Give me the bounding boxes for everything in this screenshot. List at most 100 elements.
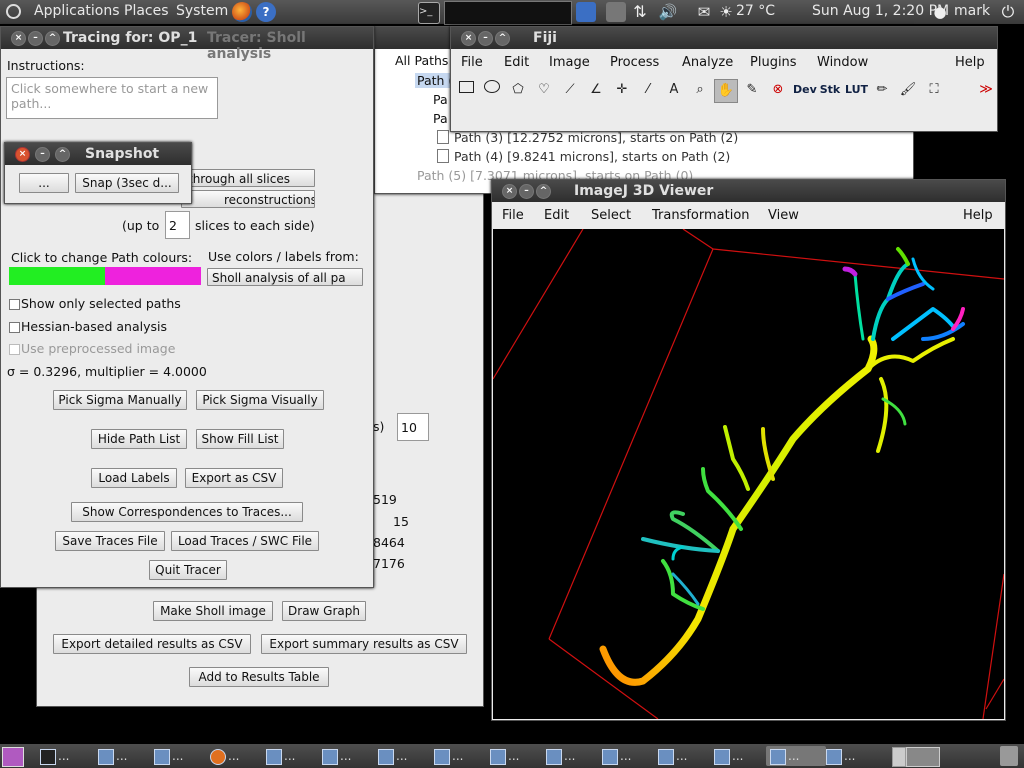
export-summary-button[interactable]: Export summary results as CSV [261,634,467,654]
flood-fill-icon[interactable]: ⛶ [929,82,939,97]
taskbar-item-fiji[interactable]: ... [654,746,714,766]
network-icon[interactable]: ⇅ [633,2,647,21]
path-colour-2-swatch[interactable] [105,267,201,285]
maximize-icon[interactable]: ^ [495,31,510,46]
snap-button[interactable]: Snap (3sec d... [75,173,179,193]
menu-image[interactable]: Image [549,55,590,70]
path-colour-1-swatch[interactable] [9,267,105,285]
path-tree-item[interactable]: Path (3) [12.2752 microns], starts on Pa… [437,130,738,145]
terminal-icon[interactable]: >_ [418,2,440,24]
menu-file[interactable]: File [502,208,524,223]
taskbar-item-fiji[interactable]: ... [94,746,154,766]
taskbar-item-fiji[interactable]: ... [598,746,658,766]
draw-graph-button[interactable]: Draw Graph [282,601,366,621]
system-menu[interactable]: System [176,3,229,19]
sholl-value-field[interactable]: 10 [397,413,429,441]
freehand-tool-icon[interactable]: ♡ [538,82,550,97]
mail-icon[interactable]: ✉ [697,3,711,21]
show-correspondences-button[interactable]: Show Correspondences to Traces... [71,502,303,522]
hand-tool-icon[interactable]: ✋ [714,79,738,103]
brush-tool-icon[interactable]: 🖌 [899,82,917,97]
snapshot-options-button[interactable]: ... [19,173,69,193]
places-menu[interactable]: Places [124,3,169,19]
dev-menu-icon[interactable]: Dev [793,83,817,96]
oval-tool-icon[interactable] [481,79,503,101]
menu-transformation[interactable]: Transformation [652,208,750,223]
clock[interactable]: Sun Aug 1, 2:20 PM [812,3,950,19]
menu-edit[interactable]: Edit [544,208,570,223]
menu-select[interactable]: Select [591,208,632,223]
point-tool-icon[interactable]: ✛ [616,82,628,97]
magnifier-icon[interactable]: ⌕ [696,82,704,97]
path-tree-item[interactable]: Path (4) [9.8241 microns], starts on Pat… [437,149,730,164]
fiji-panel-icon[interactable] [576,2,596,22]
user-name[interactable]: mark [954,3,991,19]
hide-path-list-button[interactable]: Hide Path List [91,429,187,449]
maximize-icon[interactable]: ^ [45,31,60,46]
path-tree-item[interactable]: Pa [433,111,448,126]
stk-menu-icon[interactable]: Stk [819,83,841,96]
taskbar-item-fiji[interactable]: ... [542,746,602,766]
menu-plugins[interactable]: Plugins [750,55,797,70]
taskbar-item-fiji[interactable]: ... [150,746,210,766]
reconstructions-option-button[interactable]: reconstructions [181,190,315,208]
weather-icon[interactable]: ☀ [719,3,733,21]
path-tree-item[interactable]: Pa [433,92,448,107]
minimize-icon[interactable]: – [35,147,50,162]
maximize-icon[interactable]: ^ [55,147,70,162]
menu-edit[interactable]: Edit [504,55,530,70]
dropper-icon[interactable]: ✎ [746,82,758,97]
volume-icon[interactable]: 🔊 [658,3,678,21]
pick-sigma-manually-button[interactable]: Pick Sigma Manually [53,390,187,410]
temperature[interactable]: 27 °C [736,3,776,19]
taskbar-item-fiji[interactable]: ... [374,746,434,766]
taskbar-item-fiji[interactable]: ... [486,746,546,766]
workspace-switcher[interactable] [444,1,572,25]
workspace-1[interactable] [892,747,906,767]
taskbar-item-fiji[interactable]: ... [822,746,882,766]
line-tool-icon[interactable]: ⟋ [565,82,575,97]
menu-help[interactable]: Help [963,208,993,223]
menu-analyze[interactable]: Analyze [682,55,734,70]
angle-tool-icon[interactable]: ∠ [590,82,602,97]
taskbar-item-fiji[interactable]: ... [318,746,378,766]
firefox-icon[interactable] [232,2,252,22]
taskbar-item-fiji[interactable]: ... [710,746,770,766]
menu-process[interactable]: Process [610,55,660,70]
load-traces-button[interactable]: Load Traces / SWC File [171,531,319,551]
polygon-tool-icon[interactable]: ⬠ [512,82,524,97]
menu-view[interactable]: View [768,208,799,223]
menu-file[interactable]: File [461,55,483,70]
minimize-icon[interactable]: – [478,31,493,46]
export-csv-button[interactable]: Export as CSV [185,468,283,488]
text-tool-icon[interactable]: A [669,82,679,97]
show-desktop-icon[interactable] [2,747,24,767]
close-icon[interactable]: × [11,31,26,46]
preprocessed-checkbox[interactable] [9,344,20,355]
hessian-checkbox[interactable] [9,322,20,333]
taskbar-item-fiji-active[interactable]: ... [766,746,826,766]
rectangle-tool-icon[interactable] [455,79,477,101]
more-tools-icon[interactable]: ≫ [979,82,993,97]
minimize-icon[interactable]: – [519,184,534,199]
user-icon[interactable]: ● [933,3,947,21]
workspace-2[interactable] [906,747,940,767]
minimize-icon[interactable]: – [28,31,43,46]
3d-canvas[interactable] [493,229,1004,719]
taskbar-item-fiji[interactable]: ... [262,746,322,766]
export-detailed-button[interactable]: Export detailed results as CSV [53,634,251,654]
close-icon[interactable]: × [15,147,30,162]
path-tree-root[interactable]: All Paths [395,53,449,68]
save-traces-button[interactable]: Save Traces File [55,531,165,551]
pencil-tool-icon[interactable]: ✏ [876,82,888,97]
ubuntu-logo-icon[interactable] [6,4,21,19]
colors-source-dropdown[interactable]: Sholl analysis of all pa [207,268,363,286]
slices-field[interactable]: 2 [165,211,190,239]
menu-window[interactable]: Window [817,55,869,70]
add-to-results-button[interactable]: Add to Results Table [189,667,329,687]
taskbar-item-terminal[interactable]: ... [36,746,96,766]
show-selected-checkbox[interactable] [9,299,20,310]
applications-menu[interactable]: Applications [34,3,120,19]
close-icon[interactable]: × [461,31,476,46]
taskbar-item-fiji[interactable]: ... [430,746,490,766]
